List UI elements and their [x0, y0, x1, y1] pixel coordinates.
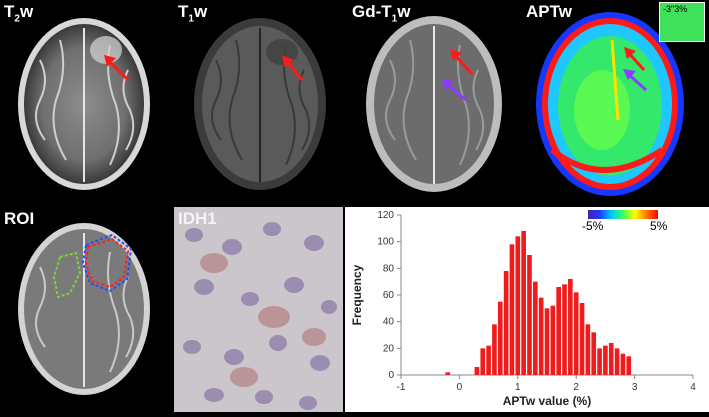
histogram-bar — [562, 284, 567, 375]
histogram-bar — [579, 303, 585, 375]
gd-t1w-label: Gd-T1w — [352, 2, 411, 25]
aptw-map-image — [536, 12, 684, 196]
aptw-panel: APTw -3"3% — [522, 0, 709, 204]
y-tick-label: 80 — [383, 263, 395, 274]
roi-brain-image — [18, 223, 150, 395]
histogram-bar — [573, 292, 579, 375]
histogram-bar — [527, 255, 532, 375]
x-tick-label: 1 — [515, 382, 521, 393]
histogram-bar — [503, 271, 509, 375]
aptw-colorbar — [588, 210, 658, 219]
y-tick-label: 0 — [388, 370, 394, 381]
histogram-bar — [445, 372, 451, 375]
histogram-bar — [614, 348, 620, 375]
x-tick-label: 3 — [632, 382, 638, 393]
histogram-bar — [591, 332, 597, 375]
histogram-bar — [474, 367, 480, 375]
purple-arrow-icon — [441, 79, 467, 102]
aptw-inset-label: -3"3% — [663, 4, 688, 14]
x-tick-label: 2 — [573, 382, 579, 393]
y-tick-label: 120 — [377, 210, 394, 221]
roi-label: ROI — [4, 209, 35, 228]
t1w-label: T1w — [178, 2, 208, 25]
histogram-bar — [538, 297, 544, 375]
roi-panel: ROI — [0, 207, 172, 412]
idh1-histology-image — [174, 207, 343, 412]
idh1-label: IDH1 — [178, 209, 217, 228]
y-tick-label: 60 — [383, 290, 395, 301]
red-arrow-icon — [104, 55, 130, 82]
histogram-bar — [556, 287, 561, 375]
idh1-panel: IDH1 — [174, 207, 343, 412]
y-tick-label: 100 — [377, 237, 394, 248]
histogram-bar — [533, 281, 538, 375]
x-tick-label: 0 — [457, 382, 463, 393]
histogram-bar — [486, 345, 491, 375]
histogram-panel: 0 20 40 60 80 100 120 -1 0 1 2 3 4 APTw value (%) Fr… — [345, 207, 709, 412]
x-axis-label: APTw value (%) — [503, 394, 591, 408]
histogram-bar — [509, 244, 515, 375]
histogram-bar — [521, 231, 526, 375]
histogram-bar — [603, 345, 608, 375]
histogram-bar — [497, 301, 503, 375]
roi-contralateral-green-outline — [52, 251, 82, 299]
histogram-bar — [597, 348, 602, 375]
y-tick-label: 20 — [383, 343, 395, 354]
histogram-bar — [515, 236, 521, 375]
histogram-bar — [544, 308, 550, 375]
histogram-bar — [620, 353, 626, 375]
histogram-bar — [550, 305, 556, 375]
histogram-bar — [608, 343, 614, 375]
colorbar-max-label: 5% — [650, 219, 668, 233]
histogram-bar — [568, 279, 573, 375]
red-arrow-icon — [450, 49, 474, 76]
aptw-inset: -3"3% — [659, 2, 705, 42]
aptw-label: APTw — [526, 2, 572, 21]
histogram-bar — [626, 356, 632, 375]
roi-tumor-blue-outline — [81, 233, 133, 293]
y-axis-label: Frequency — [350, 264, 364, 325]
y-tick-label: 40 — [383, 317, 395, 328]
arrows-overlay — [623, 47, 648, 92]
x-tick-label: 4 — [690, 382, 696, 393]
t2w-panel: T2w — [0, 0, 172, 204]
histogram-bar — [492, 324, 497, 375]
x-tick-label: -1 — [397, 382, 406, 393]
red-arrow-icon — [624, 47, 646, 72]
roi-tumor-red-outline — [84, 237, 130, 289]
purple-arrow-icon — [623, 69, 648, 92]
histogram-bar — [585, 324, 591, 375]
histogram-bar — [480, 348, 486, 375]
t2w-label: T2w — [4, 2, 34, 25]
arrows-overlay — [441, 49, 474, 102]
colorbar-min-label: -5% — [582, 219, 604, 233]
t1w-panel: T1w — [174, 0, 346, 204]
red-arrow-icon — [282, 55, 304, 81]
gd-t1w-panel: Gd-T1w — [348, 0, 520, 204]
